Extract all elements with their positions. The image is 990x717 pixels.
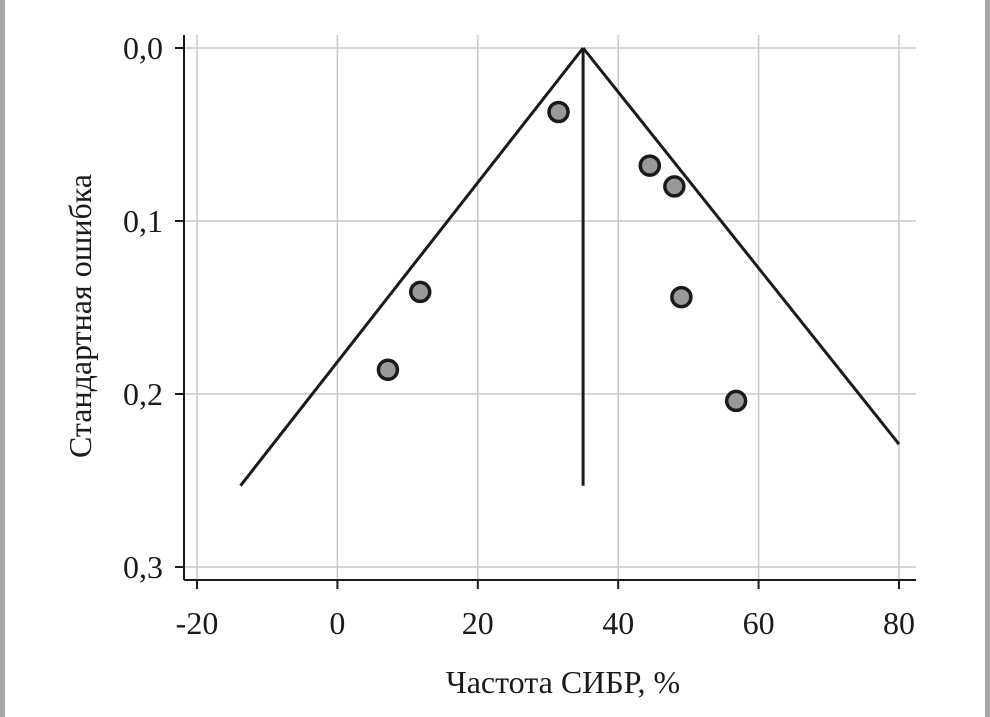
funnel-plot-chart: -20 0 20 40 60 80 0,0 0,1 0,2 0,3 Частота СИБР, %…	[62, 30, 916, 700]
funnel-left-boundary	[239, 47, 585, 487]
x-axis-title: Частота СИБР, %	[446, 664, 680, 700]
x-tick-label: 0	[329, 605, 345, 641]
x-tick-label: 80	[883, 605, 915, 641]
y-tick-label: 0,3	[123, 549, 163, 585]
labels-layer: -20 0 20 40 60 80 0,0 0,1 0,2 0,3	[123, 30, 915, 641]
data-point	[663, 175, 686, 198]
funnel-layer	[239, 47, 901, 487]
axis-layer	[175, 35, 916, 589]
y-axis-title: Стандартная ошибка	[62, 174, 98, 458]
data-point	[638, 154, 662, 177]
data-point	[724, 389, 748, 413]
points-layer	[376, 100, 748, 413]
x-tick-label: 60	[743, 605, 775, 641]
data-point	[547, 100, 570, 124]
x-tick-label: 40	[602, 605, 634, 641]
y-tick-label: 0,2	[123, 376, 163, 412]
y-tick-label: 0,0	[123, 30, 163, 66]
funnel-right-boundary	[581, 47, 901, 446]
grid-layer	[184, 35, 916, 580]
data-point	[670, 285, 693, 309]
x-tick-label: 20	[462, 605, 494, 641]
x-tick-label: -20	[176, 605, 219, 641]
data-point	[408, 280, 432, 304]
data-point	[376, 358, 400, 382]
y-tick-label: 0,1	[123, 203, 163, 239]
